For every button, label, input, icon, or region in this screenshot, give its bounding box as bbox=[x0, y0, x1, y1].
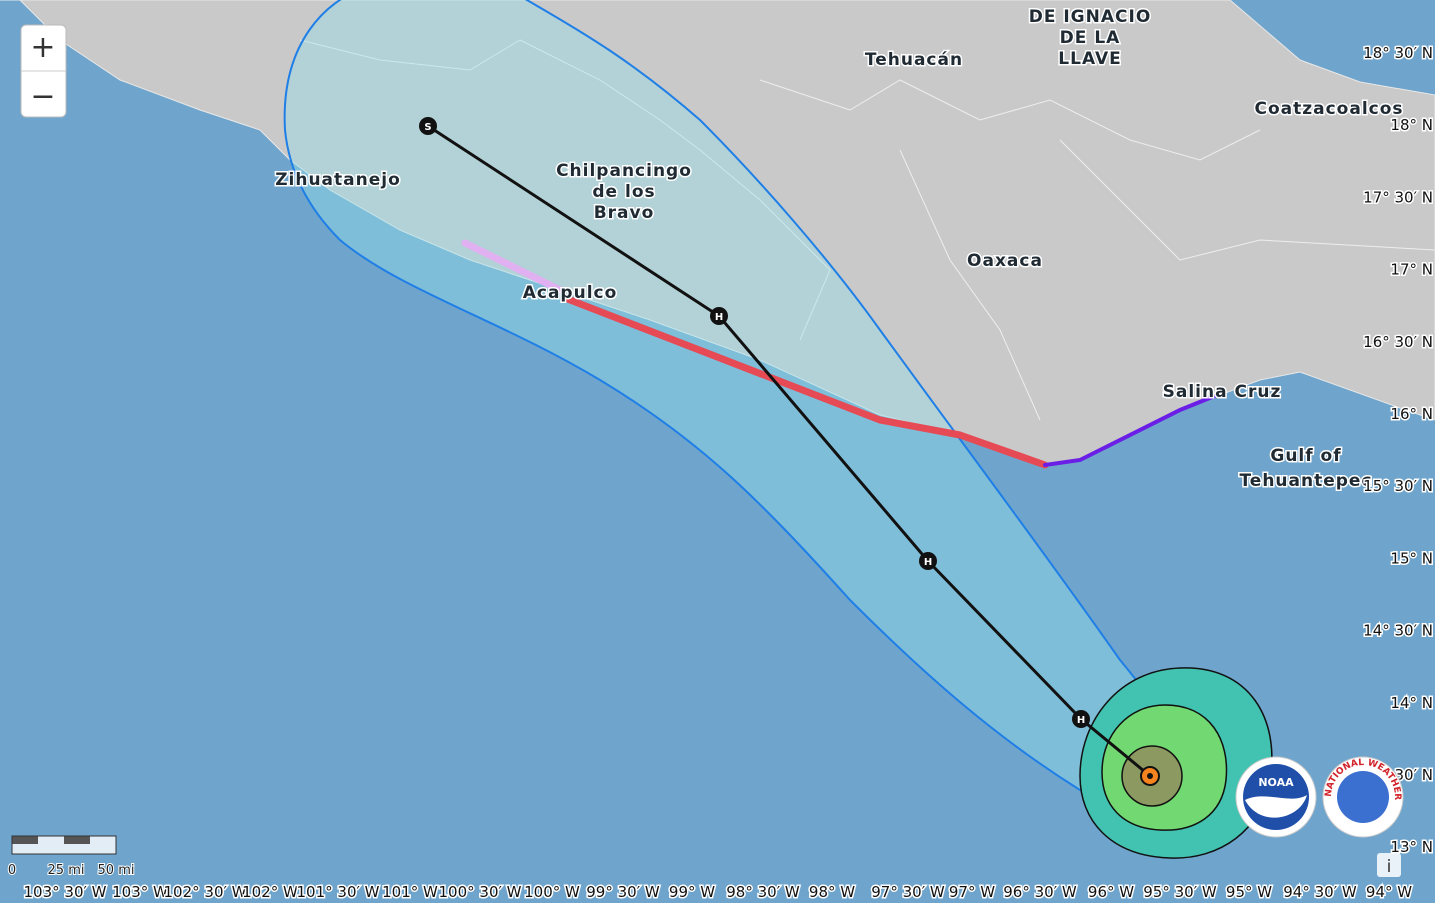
tropical-storm-warning bbox=[1043, 391, 1224, 467]
longitude-label: 100° W bbox=[524, 883, 580, 901]
track-point bbox=[419, 117, 437, 135]
zoom-control: + − bbox=[20, 24, 67, 118]
scale-bar: 0 25 mi 50 mi bbox=[7, 835, 135, 879]
latitude-label: 13° N bbox=[1390, 838, 1433, 856]
longitude-label: 103° W bbox=[112, 883, 168, 901]
longitude-label: 103° 30′ W bbox=[24, 883, 107, 901]
longitude-label: 97° W bbox=[949, 883, 995, 901]
scale-label: 0 bbox=[8, 863, 16, 878]
scale-seg bbox=[12, 836, 38, 844]
zoom-in[interactable]: + bbox=[30, 30, 55, 65]
place-label: Coatzacoalcos bbox=[1254, 99, 1403, 119]
longitude-label: 94° W bbox=[1366, 883, 1412, 901]
info-button[interactable] bbox=[1377, 853, 1401, 877]
latitude-label: 17° 30′ N bbox=[1363, 188, 1433, 206]
track-point-label: H bbox=[924, 557, 932, 568]
track-point-label: H bbox=[715, 312, 723, 323]
latitude-label: 15° 30′ N bbox=[1363, 477, 1433, 495]
latitude-label: 15° N bbox=[1390, 549, 1433, 567]
longitude-label: 102° W bbox=[242, 883, 298, 901]
hurricane-warning bbox=[561, 294, 1049, 469]
place-label: Acapulco bbox=[523, 283, 618, 303]
longitude-label: 100° 30′ W bbox=[439, 883, 522, 901]
latitude-label: 17° N bbox=[1390, 261, 1433, 279]
longitude-label: 101° 30′ W bbox=[297, 883, 380, 901]
borders bbox=[299, 39, 1435, 421]
place-label: Oaxaca bbox=[967, 251, 1043, 271]
place-label: Tehuacán bbox=[865, 50, 963, 70]
nws-logo-inner bbox=[1337, 771, 1389, 823]
place-label: LLAVE bbox=[1058, 49, 1121, 69]
longitude-label: 99° 30′ W bbox=[586, 883, 660, 901]
longitude-label: 98° 30′ W bbox=[726, 883, 800, 901]
noaa-logo-bird bbox=[1245, 795, 1307, 818]
place-label: Tehuantepec bbox=[1239, 471, 1372, 491]
noaa-logo-inner bbox=[1243, 764, 1309, 830]
place-label: Bravo bbox=[594, 203, 655, 223]
scale-label: 50 mi bbox=[98, 863, 135, 878]
longitude-label: 96° W bbox=[1088, 883, 1134, 901]
latitude-label: 18° 30′ N bbox=[1363, 44, 1433, 62]
latitude-label: 14° 30′ N bbox=[1363, 622, 1433, 640]
track-point bbox=[710, 307, 728, 325]
latitude-label: 16° N bbox=[1390, 405, 1433, 423]
latitude-label: 14° N bbox=[1390, 694, 1433, 712]
place-label: de los bbox=[592, 182, 655, 202]
latitude-label: 16° 30′ N bbox=[1363, 333, 1433, 351]
longitude-label: 101° W bbox=[382, 883, 438, 901]
longitude-label: 99° W bbox=[669, 883, 715, 901]
track-point bbox=[919, 552, 937, 570]
place-label: DE LA bbox=[1060, 28, 1121, 48]
place-label: Chilpancingo bbox=[556, 161, 692, 181]
track-point-label: H bbox=[1077, 715, 1085, 726]
longitude-label: 98° W bbox=[809, 883, 855, 901]
scale-frame bbox=[11, 835, 117, 855]
zoom-out[interactable]: − bbox=[30, 79, 55, 114]
current-position-dot bbox=[1147, 773, 1153, 779]
land bbox=[0, 0, 1435, 466]
place-label: Zihuatanejo bbox=[275, 170, 401, 190]
longitude-label: 95° W bbox=[1226, 883, 1272, 901]
longitude-label: 95° 30′ W bbox=[1143, 883, 1217, 901]
longitude-label: 96° 30′ W bbox=[1003, 883, 1077, 901]
longitude-label: 97° 30′ W bbox=[871, 883, 945, 901]
place-label: Salina Cruz bbox=[1163, 382, 1282, 402]
info-label[interactable]: i bbox=[1387, 857, 1392, 877]
noaa-text: NOAA bbox=[1258, 776, 1294, 789]
scale-seg bbox=[64, 836, 90, 844]
longitude-label: 102° 30′ W bbox=[164, 883, 247, 901]
scale-label: 25 mi bbox=[48, 863, 85, 878]
tropical-storm-watch bbox=[461, 239, 564, 294]
place-label: DE IGNACIO bbox=[1029, 7, 1152, 27]
track-point bbox=[1072, 710, 1090, 728]
longitude-label: 94° 30′ W bbox=[1283, 883, 1357, 901]
track-point-label: S bbox=[424, 122, 431, 133]
latitude-label: 18° N bbox=[1390, 116, 1433, 134]
place-label: Gulf of bbox=[1270, 446, 1341, 466]
